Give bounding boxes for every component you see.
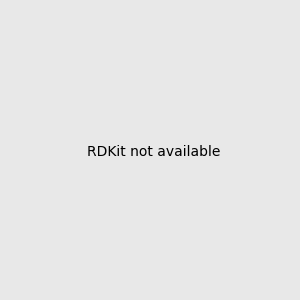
Text: RDKit not available: RDKit not available xyxy=(87,145,220,158)
